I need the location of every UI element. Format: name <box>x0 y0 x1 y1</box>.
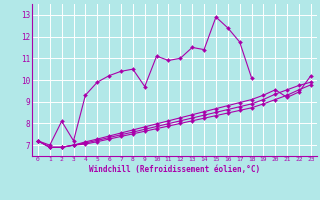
X-axis label: Windchill (Refroidissement éolien,°C): Windchill (Refroidissement éolien,°C) <box>89 165 260 174</box>
